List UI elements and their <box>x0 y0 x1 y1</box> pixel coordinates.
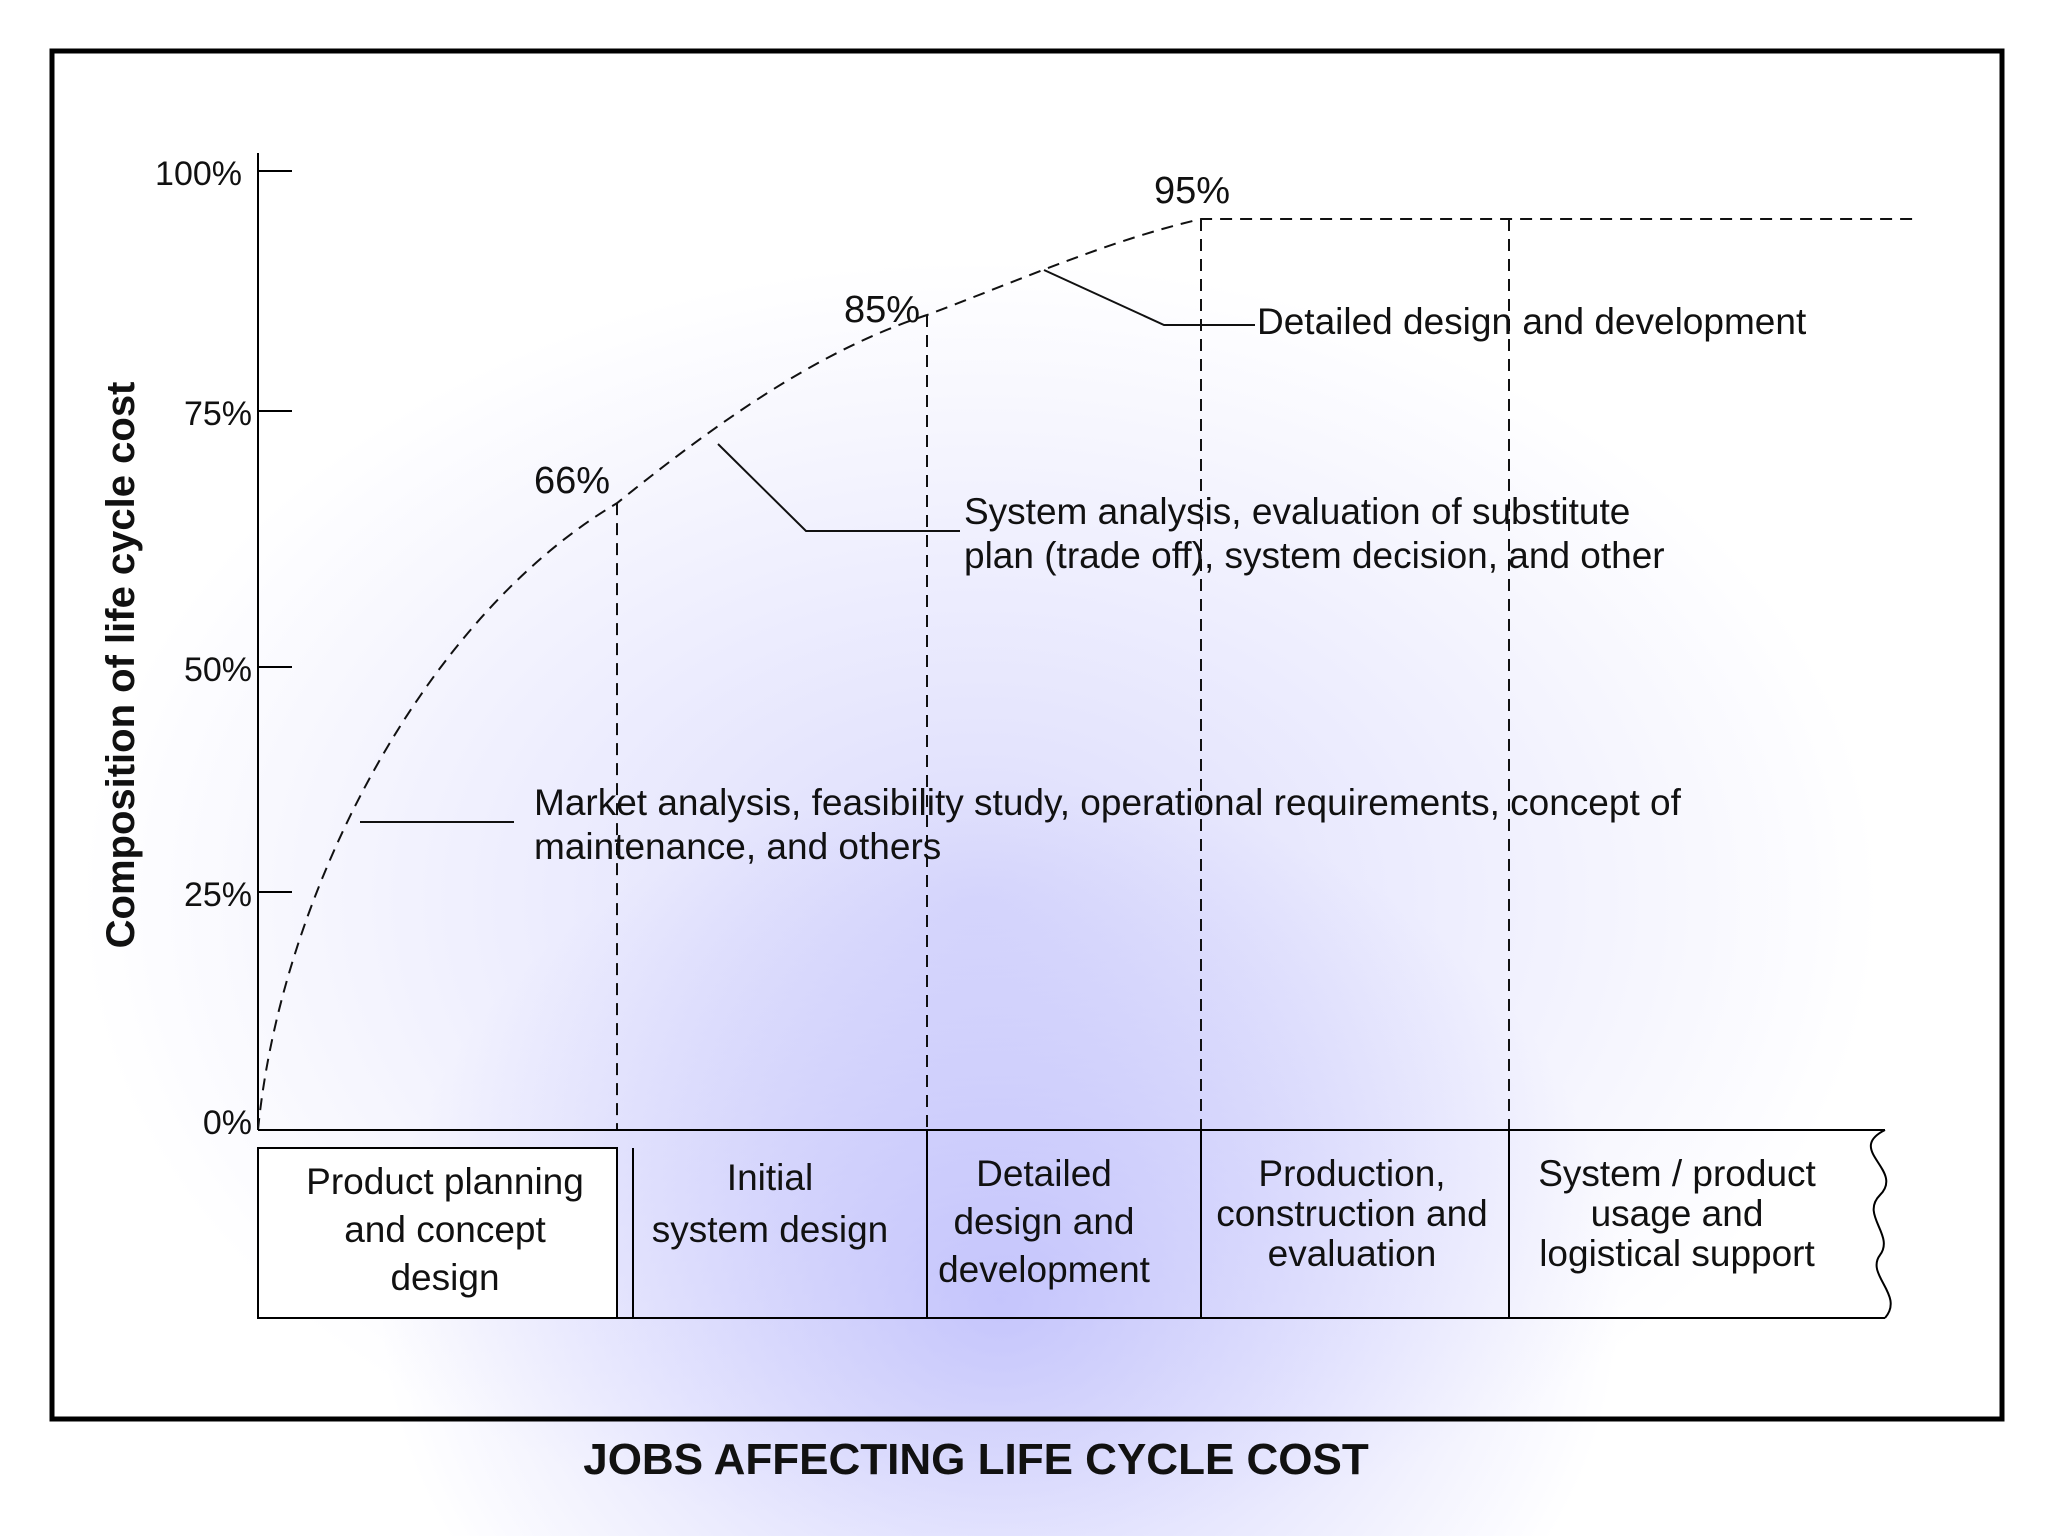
x-axis-caption: JOBS AFFECTING LIFE CYCLE COST <box>583 1435 1369 1484</box>
phase-label: Production, construction and evaluation <box>1216 1153 1488 1274</box>
point-label: 95% <box>1154 170 1230 212</box>
phase-annotation: Market analysis, feasibility study, oper… <box>534 782 1682 867</box>
cumulative-cost-curve <box>257 218 1920 1131</box>
y-axis-label: Composition of life cycle cost <box>99 382 143 949</box>
y-tick-label: 0% <box>203 1104 252 1142</box>
y-tick-label: 75% <box>184 395 252 433</box>
y-tick-label: 100% <box>155 155 242 193</box>
phase-annotation: Detailed design and development <box>1257 301 1807 342</box>
phase-table: Product planning and concept design Initial… <box>257 1129 1892 1319</box>
y-tick-label: 25% <box>184 876 252 914</box>
leader-line <box>1043 269 1255 326</box>
phase-label: Detailed design and development <box>938 1153 1151 1290</box>
y-axis-group: 100% 75% 50% 25% 0% <box>155 153 292 1142</box>
point-label: 85% <box>844 289 920 331</box>
phase-label: Product planning and concept design <box>306 1161 584 1298</box>
phase-annotation: System analysis, evaluation of substitut… <box>964 491 1665 576</box>
curve-group: 66% 85% 95% <box>257 170 1920 1131</box>
phase-label: Initial system design <box>652 1157 889 1250</box>
phase-cell-highlight <box>257 1147 618 1319</box>
leader-line <box>717 443 960 532</box>
chart-frame <box>49 48 2005 1422</box>
y-tick-label: 50% <box>184 651 252 689</box>
break-edge <box>1869 1129 1892 1319</box>
phase-label: System / product usage and logistical supp… <box>1538 1153 1816 1274</box>
annotation-group: Market analysis, feasibility study, oper… <box>360 269 1807 867</box>
point-label: 66% <box>534 460 610 502</box>
